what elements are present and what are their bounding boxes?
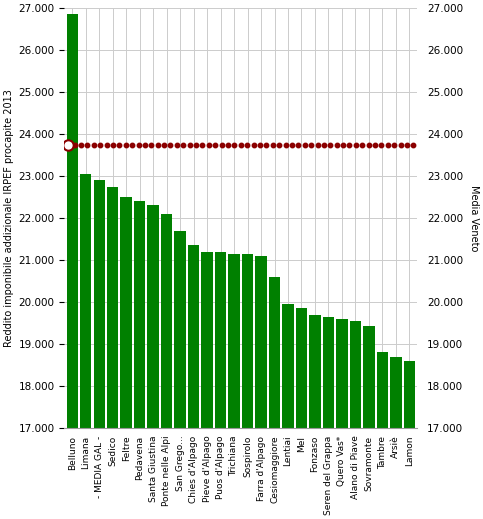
Bar	[336, 319, 348, 428]
Y-axis label: Reddito imponibile addizionale IRPEF procapite 2013: Reddito imponibile addizionale IRPEF pro…	[4, 89, 14, 347]
Bar	[80, 174, 91, 428]
Bar	[404, 361, 415, 428]
Bar	[269, 277, 280, 428]
Bar	[147, 206, 159, 428]
Bar	[282, 304, 294, 428]
Bar	[363, 326, 375, 428]
Bar	[242, 254, 253, 428]
Bar	[94, 180, 105, 428]
Bar	[215, 252, 227, 428]
Bar	[120, 197, 132, 428]
Y-axis label: Media Veneto: Media Veneto	[469, 185, 479, 251]
Bar	[377, 351, 388, 428]
Bar	[201, 252, 213, 428]
Bar	[309, 315, 321, 428]
Bar	[256, 256, 267, 428]
Bar	[107, 186, 118, 428]
Bar	[350, 321, 361, 428]
Bar	[323, 317, 334, 428]
Bar	[228, 254, 240, 428]
Bar	[174, 230, 186, 428]
Bar	[134, 201, 145, 428]
Bar	[67, 15, 78, 428]
Bar	[296, 308, 307, 428]
Bar	[390, 358, 401, 428]
Bar	[188, 245, 199, 428]
Bar	[161, 214, 172, 428]
